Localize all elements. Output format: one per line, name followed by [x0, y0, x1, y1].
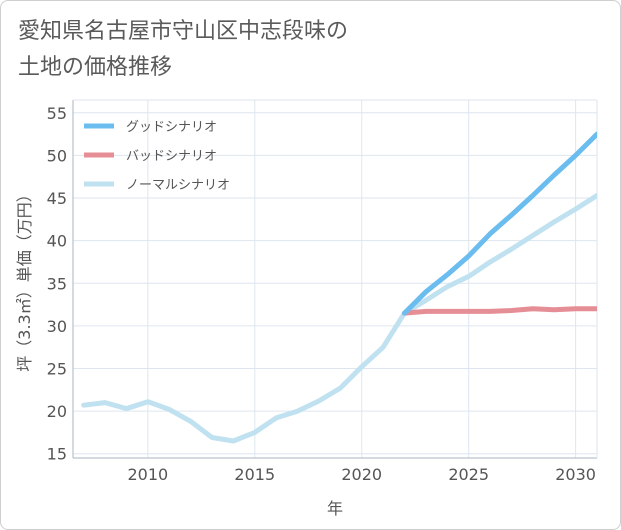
x-tick-label: 2025 [448, 465, 489, 484]
chart-title: 愛知県名古屋市守山区中志段味の 土地の価格推移 [18, 19, 349, 80]
y-tick-label: 30 [47, 317, 67, 336]
y-tick-label: 25 [47, 360, 67, 379]
y-tick-label: 45 [47, 189, 67, 208]
y-tick-label: 15 [47, 445, 67, 464]
legend-label-2: ノーマルシナリオ [126, 178, 230, 193]
axes [72, 99, 598, 459]
y-axis-label: 坪（3.3㎡）単価（万円） [15, 186, 34, 371]
legend-label-0: グッドシナリオ [126, 120, 217, 135]
series-lines [81, 131, 597, 444]
y-tick-label: 35 [47, 274, 67, 293]
x-tick-label: 2030 [555, 465, 596, 484]
series-line-1 [402, 306, 597, 316]
x-tick-label: 2010 [127, 465, 168, 484]
series-line-2 [81, 193, 597, 444]
y-tick-label: 55 [47, 104, 67, 123]
y-tick-label: 20 [47, 402, 67, 421]
x-axis-label: 年 [327, 499, 343, 518]
y-tick-label: 50 [47, 146, 67, 165]
y-tick-label: 40 [47, 232, 67, 251]
series-line-0 [402, 131, 597, 316]
legend-label-1: バッドシナリオ [126, 149, 217, 164]
x-tick-label: 2015 [234, 465, 275, 484]
x-tick-label: 2020 [341, 465, 382, 484]
